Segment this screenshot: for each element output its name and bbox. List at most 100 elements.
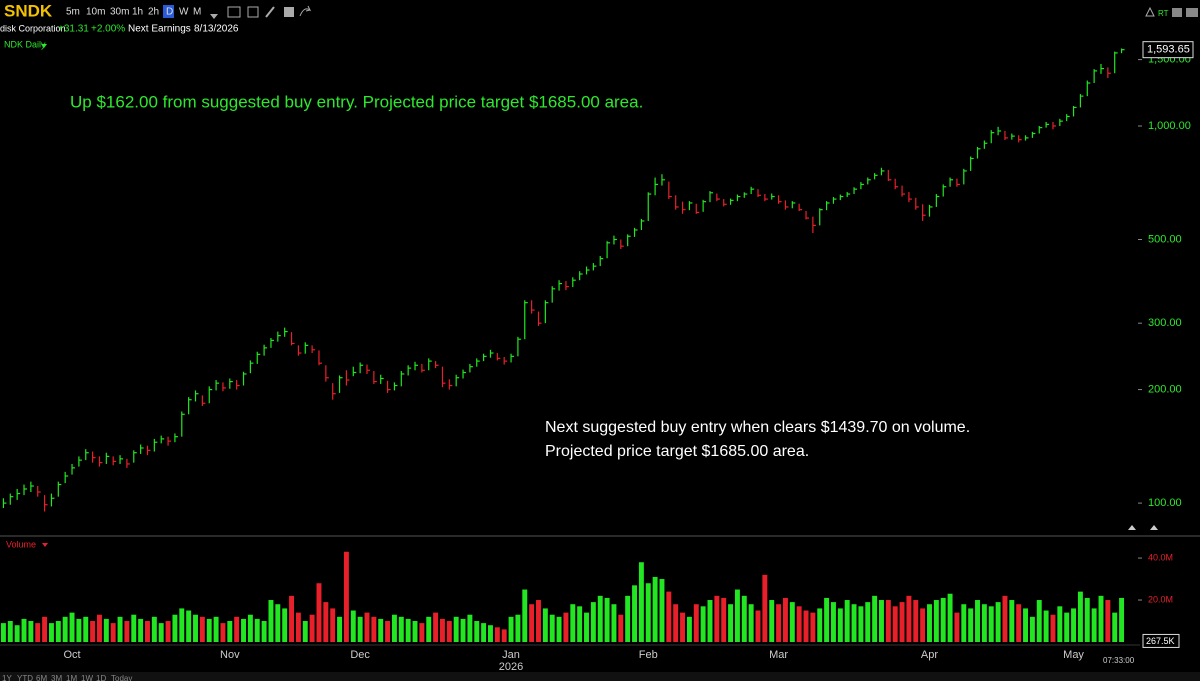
volume-bar [14, 625, 20, 642]
volume-bar [721, 597, 727, 642]
range-button[interactable]: 6M [36, 674, 47, 681]
timeframe-button[interactable]: M [193, 7, 201, 18]
clock: 07:33:00 [1103, 656, 1135, 665]
x-tick-label: Jan [502, 649, 520, 661]
volume-bar [645, 583, 651, 642]
range-button[interactable]: 1M [66, 674, 77, 681]
volume-bar [391, 614, 397, 642]
volume-bar [110, 623, 116, 642]
annotation: Next suggested buy entry when clears $14… [545, 419, 970, 436]
x-year-label: 2026 [499, 661, 523, 673]
volume-bar [481, 623, 487, 642]
icon[interactable] [247, 6, 259, 18]
scale-icon[interactable] [1128, 525, 1136, 530]
volume-bar [556, 616, 562, 642]
timeframe-button[interactable]: W [179, 7, 189, 18]
y-tick-label: 20.0M [1148, 594, 1173, 604]
volume-bar [179, 608, 185, 642]
annotation: Projected price target $1685.00 area. [545, 443, 809, 460]
range-button[interactable]: Today [111, 674, 132, 681]
dropdown-icon[interactable] [210, 14, 218, 19]
volume-bar [364, 612, 370, 642]
volume-bar [151, 616, 157, 642]
volume-bar [213, 616, 219, 642]
volume-bar [21, 618, 27, 642]
volume-bar [1057, 606, 1063, 642]
icon[interactable] [227, 6, 241, 18]
range-button[interactable]: YTD [17, 674, 33, 681]
volume-bar [597, 595, 603, 642]
volume-bar [398, 616, 404, 642]
volume-bar [1091, 608, 1097, 642]
volume-bar [995, 602, 1001, 642]
volume-bar [872, 595, 878, 642]
timeframe-button[interactable]: 5m [66, 7, 80, 18]
x-tick-label: Apr [921, 649, 938, 661]
timeframe-button[interactable]: 10m [86, 7, 105, 18]
volume-bar [885, 600, 891, 642]
volume-bar [289, 595, 295, 642]
x-tick-label: Oct [63, 649, 80, 661]
volume-bar [933, 600, 939, 642]
y-tick-label: 500.00 [1148, 233, 1182, 245]
volume-bar [1105, 600, 1111, 642]
realtime-indicator: RT [1158, 9, 1169, 18]
icon[interactable] [284, 7, 294, 17]
range-button[interactable]: 1W [81, 674, 93, 681]
volume-bar [1002, 595, 1008, 642]
range-button[interactable]: 3M [51, 674, 62, 681]
icon[interactable] [299, 5, 312, 17]
volume-bar [734, 589, 740, 642]
volume-bar [337, 616, 343, 642]
volume-bar [892, 606, 898, 642]
icon[interactable] [1145, 6, 1155, 17]
volume-bar [536, 600, 541, 642]
x-tick-label: Mar [769, 649, 788, 661]
dropdown-icon[interactable] [41, 44, 47, 48]
volume-bar [1084, 597, 1090, 642]
volume-bar [220, 623, 226, 642]
volume-bar [433, 612, 439, 642]
range-button[interactable]: 1Y [2, 674, 12, 681]
volume-bar [549, 614, 555, 642]
panel-title: Volume [6, 539, 36, 549]
toolbar-icons [210, 5, 1198, 19]
volume-bar [371, 616, 377, 642]
symbol[interactable]: SNDK [4, 1, 53, 20]
volume-bar [920, 608, 926, 642]
volume-bar [343, 551, 349, 642]
current-volume-box [1142, 633, 1180, 648]
active-timeframe [163, 5, 174, 18]
current-volume-label: 267.5K [1146, 636, 1175, 646]
last-price-box [1142, 41, 1194, 59]
range-button[interactable]: 1D [96, 674, 106, 681]
volume-bar [323, 602, 329, 642]
volume-bar [405, 618, 411, 642]
volume-bar [309, 614, 315, 642]
company-name: disk Corporation [0, 23, 66, 33]
volume-bar [755, 610, 761, 642]
volume-bar [981, 604, 987, 642]
timeframe-button[interactable]: 30m [110, 7, 129, 18]
volume-bar [817, 608, 823, 642]
volume-bar [501, 629, 507, 642]
volume-bar [638, 562, 644, 642]
icon[interactable] [1186, 8, 1198, 17]
volume-bar [186, 610, 192, 642]
icon[interactable] [1172, 8, 1182, 17]
volume-bar [906, 595, 912, 642]
scale-icon[interactable] [1150, 525, 1158, 530]
volume-bar [954, 612, 960, 642]
volume-bar [96, 614, 102, 642]
timeframe-button[interactable]: 1h [132, 7, 143, 18]
volume-bar [686, 616, 692, 642]
icon[interactable] [265, 6, 275, 18]
volume-bar [35, 623, 41, 642]
volume-bar [837, 608, 843, 642]
dropdown-icon[interactable] [42, 543, 48, 547]
timeframe-button[interactable]: D [166, 7, 173, 18]
volume-bar [419, 623, 425, 642]
timeframe-button[interactable]: 2h [148, 7, 159, 18]
